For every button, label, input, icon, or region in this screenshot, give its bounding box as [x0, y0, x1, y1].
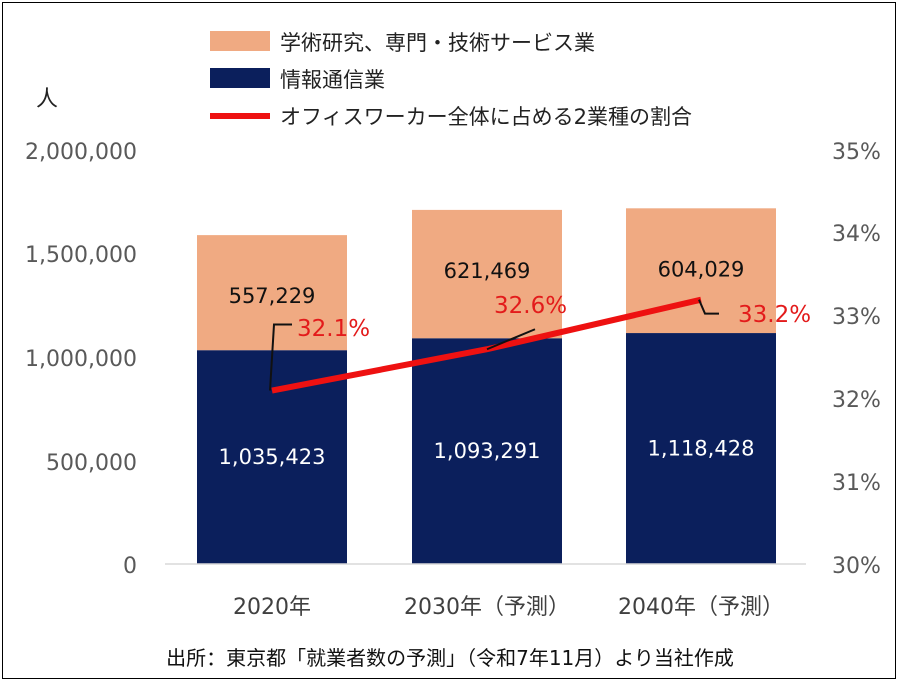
x-tick-2030: 2030年（予測） [404, 595, 570, 620]
legend-label-ict: 情報通信業 [280, 68, 385, 92]
y-right-tick: 31% [832, 471, 881, 496]
y-right-tick: 34% [832, 222, 881, 247]
bar-ict-2030 [412, 338, 562, 564]
bar-academic-2030 [412, 209, 562, 339]
y-left-tick: 2,000,000 [25, 140, 137, 165]
y-left-tick: 1,000,000 [25, 347, 137, 372]
bar-label-academic-2040: 604,029 [658, 257, 745, 281]
bars [197, 208, 776, 564]
leader-line-2040 [698, 299, 719, 315]
y-right-tick: 35% [832, 140, 881, 165]
legend-swatch-ict [210, 68, 270, 88]
y-right-tick: 30% [832, 554, 881, 579]
bar-ict-2020 [197, 350, 347, 564]
bar-label-ict-2020: 1,035,423 [219, 445, 326, 469]
share-label-2020: 32.1% [297, 316, 370, 342]
y-left-tick: 0 [123, 554, 137, 579]
leader-line-2030 [486, 328, 536, 351]
x-tick-2040: 2040年（予測） [618, 595, 784, 620]
y-left-axis: 0 500,000 1,000,000 1,500,000 2,000,000 [25, 140, 137, 579]
share-label-2040: 33.2% [738, 302, 811, 328]
y-right-axis: 30% 31% 32% 33% 34% 35% [832, 140, 881, 579]
bar-label-ict-2030: 1,093,291 [434, 439, 541, 463]
source-note: 出所：東京都「就業者数の予測」（令和7年11月）より当社作成 [166, 646, 734, 670]
share-label-2030: 32.6% [494, 293, 567, 319]
leader-line-2020 [269, 323, 292, 391]
y-left-tick: 1,500,000 [25, 243, 137, 268]
legend-label-share: オフィスワーカー全体に占める2業種の割合 [280, 105, 692, 129]
bar-ict-2040 [626, 333, 776, 564]
legend-swatch-academic [210, 31, 270, 51]
y-left-tick: 500,000 [46, 451, 137, 476]
y-left-unit-label: 人 [36, 87, 58, 112]
bar-label-academic-2020: 557,229 [229, 284, 316, 308]
bar-label-academic-2030: 621,469 [444, 259, 531, 283]
bar-label-ict-2040: 1,118,428 [648, 437, 755, 461]
bar-academic-2020 [197, 235, 347, 351]
y-right-tick: 32% [832, 388, 881, 413]
y-right-tick: 33% [832, 305, 881, 330]
legend-label-academic: 学術研究、専門・技術サービス業 [280, 31, 595, 55]
x-tick-2020: 2020年 [233, 595, 311, 620]
